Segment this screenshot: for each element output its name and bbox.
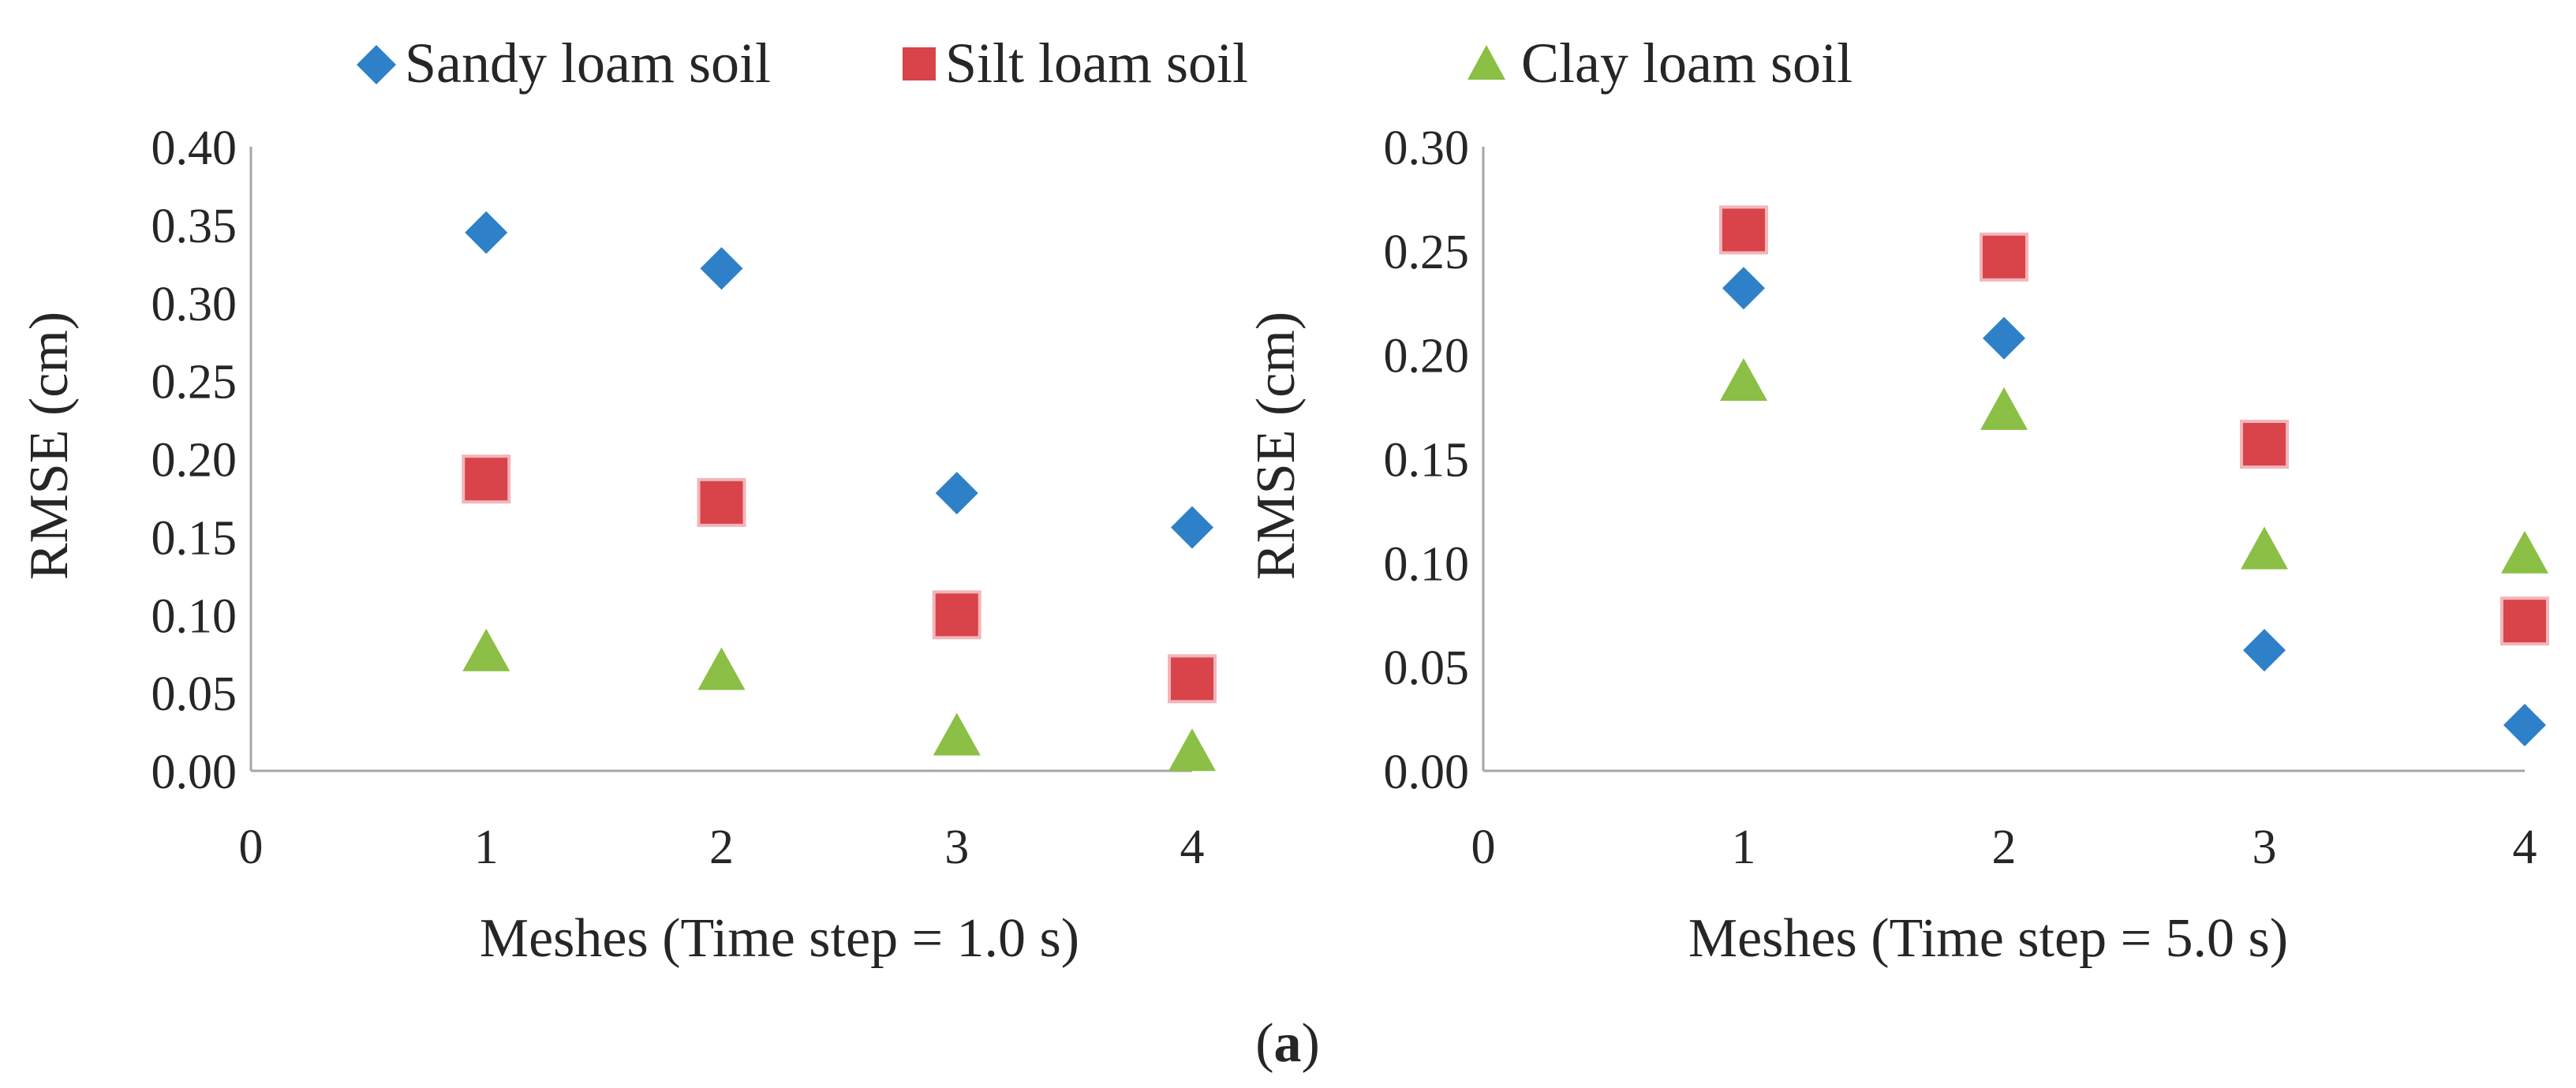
data-point-square bbox=[2240, 420, 2289, 469]
y-tick-label: 0.25 bbox=[151, 356, 237, 409]
x-tick-labels: 0 1 2 3 4 bbox=[239, 821, 1205, 874]
x-tick-label: 0 bbox=[239, 821, 264, 874]
legend: Sandy loam soil Silt loam soil Clay loam… bbox=[357, 32, 1853, 95]
data-point-square bbox=[1168, 654, 1217, 704]
data-point-square bbox=[932, 590, 981, 640]
legend-label-sandy: Sandy loam soil bbox=[405, 32, 771, 95]
plot-area bbox=[1719, 205, 2549, 746]
data-point-diamond bbox=[2243, 629, 2286, 672]
y-tick-label: 0.00 bbox=[151, 746, 237, 799]
data-point-triangle bbox=[2501, 530, 2548, 574]
data-point-triangle bbox=[2241, 526, 2288, 570]
legend-marker-triangle bbox=[1467, 45, 1505, 80]
y-tick-labels: 0.00 0.05 0.10 0.15 0.20 0.25 0.30 bbox=[1384, 122, 1470, 799]
data-point-triangle bbox=[933, 712, 981, 756]
data-point-triangle bbox=[462, 628, 510, 671]
plot-area bbox=[462, 211, 1217, 772]
y-tick-label: 0.05 bbox=[151, 667, 237, 721]
data-point-triangle bbox=[1720, 357, 1767, 401]
data-point-diamond bbox=[465, 211, 508, 254]
x-tick-label: 2 bbox=[1992, 821, 2017, 874]
y-tick-label: 0.40 bbox=[151, 122, 237, 175]
legend-label-silt: Silt loam soil bbox=[945, 32, 1248, 95]
caption-close-paren: ) bbox=[1302, 1013, 1320, 1074]
y-tick-label: 0.30 bbox=[1384, 122, 1470, 175]
data-point-square bbox=[1980, 232, 2028, 282]
y-tick-label: 0.25 bbox=[1384, 226, 1470, 279]
x-tick-label: 0 bbox=[1471, 821, 1496, 874]
y-axis-title-left: RMSE (cm) bbox=[19, 312, 80, 580]
x-axis-title: Meshes (Time step = 1.0 s) bbox=[480, 908, 1079, 969]
x-tick-labels: 0 1 2 3 4 bbox=[1471, 821, 2537, 874]
data-point-diamond bbox=[935, 472, 978, 515]
legend-marker-diamond bbox=[357, 45, 396, 84]
data-point-square bbox=[2500, 596, 2549, 646]
data-point-square bbox=[697, 477, 746, 527]
y-tick-label: 0.10 bbox=[1384, 537, 1470, 591]
legend-marker-square bbox=[903, 47, 936, 80]
data-point-triangle bbox=[1168, 728, 1216, 772]
data-point-diamond bbox=[1171, 506, 1213, 549]
figure-caption: (a) bbox=[1255, 1013, 1320, 1074]
y-axis-title: RMSE (cm) bbox=[19, 312, 80, 580]
data-point-diamond bbox=[700, 247, 743, 290]
x-tick-label: 4 bbox=[2513, 821, 2537, 874]
legend-item-silt: Silt loam soil bbox=[903, 32, 1248, 95]
y-tick-label: 0.20 bbox=[1384, 330, 1470, 383]
x-tick-label: 1 bbox=[1732, 821, 1756, 874]
y-tick-labels: 0.00 0.05 0.10 0.15 0.20 0.25 0.30 0.35 0.40 bbox=[151, 122, 237, 799]
data-point-square bbox=[462, 454, 511, 504]
data-point-triangle bbox=[1980, 387, 2028, 430]
data-point-diamond bbox=[1983, 316, 2025, 360]
y-tick-label: 0.35 bbox=[151, 200, 237, 253]
data-point-triangle bbox=[697, 647, 746, 690]
x-tick-label: 4 bbox=[1180, 821, 1205, 874]
chart-left: RMSE (cm) 0.000.050.100.150.200.250.300.… bbox=[19, 122, 1217, 969]
data-point-diamond bbox=[2503, 703, 2546, 746]
legend-item-sandy: Sandy loam soil bbox=[357, 32, 771, 95]
caption-open-paren: ( bbox=[1255, 1013, 1273, 1074]
y-tick-label: 0.05 bbox=[1384, 641, 1470, 695]
x-tick-label: 3 bbox=[944, 821, 969, 874]
y-tick-label: 0.15 bbox=[151, 511, 237, 565]
x-tick-label: 2 bbox=[709, 821, 734, 874]
y-tick-label: 0.20 bbox=[151, 434, 237, 488]
y-tick-label: 0.10 bbox=[151, 589, 237, 643]
y-axis-title-right: RMSE (cm) bbox=[1246, 312, 1307, 580]
data-point-diamond bbox=[1722, 267, 1765, 310]
legend-item-clay: Clay loam soil bbox=[1467, 32, 1853, 95]
y-tick-label: 0.15 bbox=[1384, 434, 1470, 488]
x-tick-label: 1 bbox=[474, 821, 499, 874]
y-axis-title: RMSE (cm) bbox=[1246, 312, 1307, 580]
legend-label-clay: Clay loam soil bbox=[1521, 32, 1853, 95]
data-point-square bbox=[1719, 205, 1768, 255]
x-axis-title: Meshes (Time step = 5.0 s) bbox=[1688, 908, 2288, 969]
y-tick-label: 0.30 bbox=[151, 278, 237, 331]
y-tick-label: 0.00 bbox=[1384, 746, 1470, 799]
x-tick-label: 3 bbox=[2253, 821, 2277, 874]
chart-right: RMSE (cm) 0.00 0.05 0.10 0.15 0.20 0.25 0.30 0… bbox=[1246, 122, 2549, 969]
caption-letter: a bbox=[1274, 1013, 1302, 1074]
